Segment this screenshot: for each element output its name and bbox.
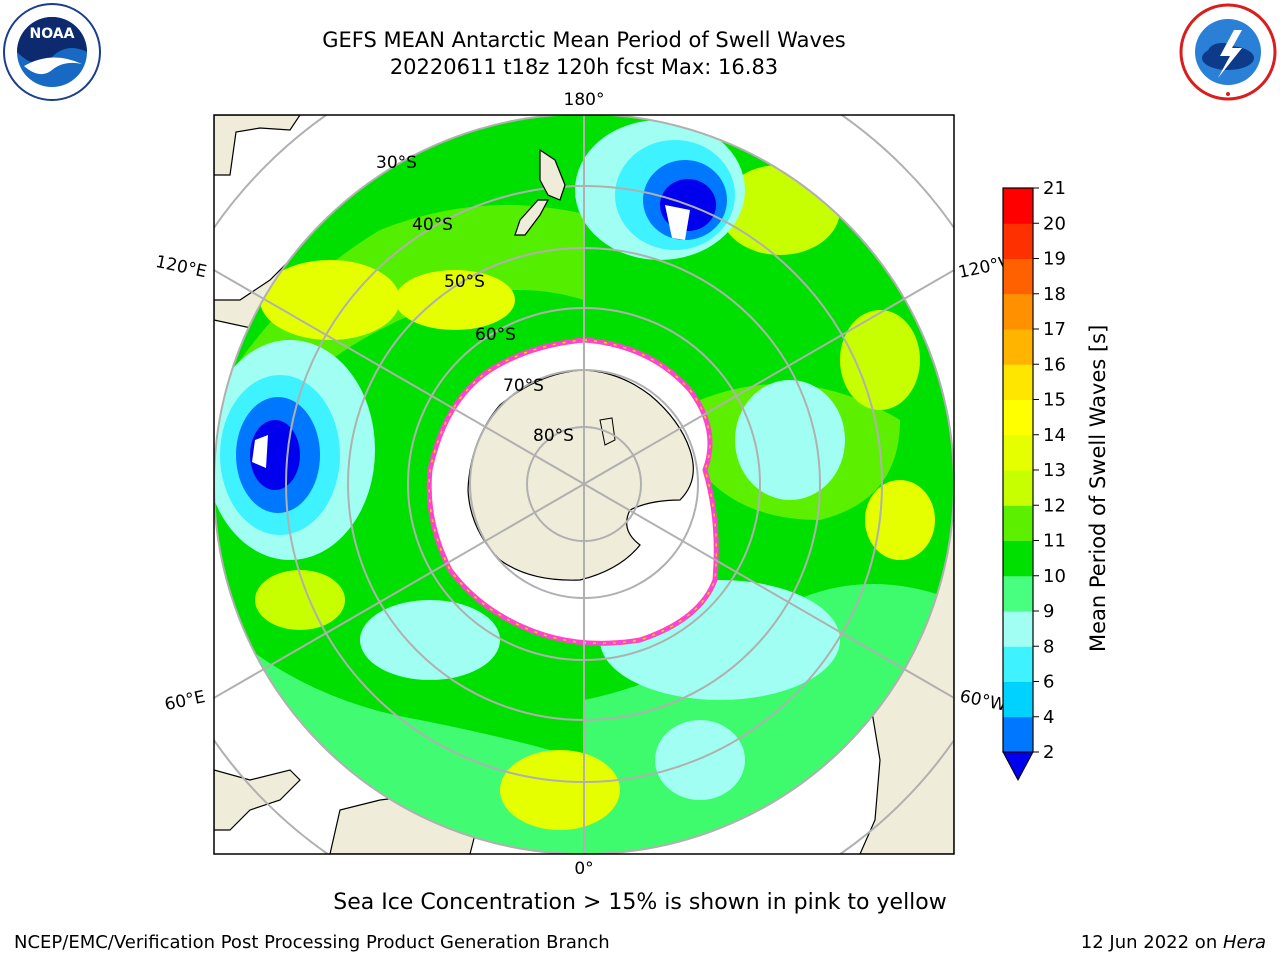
colorbar-block	[1003, 364, 1033, 400]
land-madagascar	[214, 769, 301, 831]
colorbar-block	[1003, 575, 1033, 612]
colorbar-block	[1003, 258, 1033, 295]
colorbar-tick-label: 16	[1043, 354, 1066, 375]
colorbar-tick-label: 19	[1043, 249, 1066, 270]
colorbar-tick-label: 20	[1043, 213, 1066, 234]
footer-date: 12 Jun 2022 on Hera	[1081, 932, 1266, 953]
colorbar-block	[1003, 188, 1033, 224]
colorbar-block	[1003, 223, 1033, 259]
colorbar-block	[1003, 505, 1033, 541]
lon-label-0: 0°	[574, 859, 593, 879]
footer-credit: NCEP/EMC/Verification Post Processing Pr…	[14, 932, 610, 953]
colorbar-under-arrow	[1002, 751, 1034, 782]
colorbar-tick-label: 10	[1043, 566, 1066, 587]
colorbar-tick-label: 9	[1043, 601, 1054, 622]
land-new-zealand	[539, 148, 566, 201]
colorbar-tick-label: 13	[1043, 460, 1066, 481]
colorbar-title: Mean Period of Swell Waves [s]	[1086, 324, 1110, 652]
colorbar-block	[1003, 681, 1033, 718]
colorbar-block	[1003, 611, 1033, 647]
map-title: GEFS MEAN Antarctic Mean Period of Swell…	[322, 28, 846, 52]
colorbar-block	[1003, 540, 1033, 577]
colorbar-tick-label: 12	[1043, 495, 1066, 516]
graticule	[214, 115, 954, 854]
colorbar-block	[1003, 470, 1033, 506]
colorbar-block	[1003, 716, 1033, 753]
footer-host: Hera	[1222, 932, 1266, 953]
colorbar-tick-label: 21	[1043, 180, 1066, 199]
colorbar-tick-labels: 2 4 6 8 9 10 11 12 13 14 15 16 17 18 19 20 21	[1033, 180, 1066, 763]
noaa-logo: NOAA	[3, 3, 101, 101]
colorbar-tick-label: 11	[1043, 531, 1066, 552]
colorbar-tick-label: 14	[1043, 425, 1066, 446]
colorbar-tick-label: 15	[1043, 390, 1066, 411]
latitude-labels: 30°S 40°S 50°S 60°S 70°S 80°S	[376, 153, 574, 446]
lat-label-40: 40°S	[412, 215, 453, 235]
lon-label-120e: 120°E	[154, 252, 209, 282]
colorbar-tick-label: 17	[1043, 319, 1066, 340]
colorbar-tick-label: 18	[1043, 284, 1066, 305]
colorbar-block	[1003, 646, 1033, 682]
colorbar-blocks	[1003, 188, 1033, 753]
lat-label-60: 60°S	[475, 325, 516, 345]
colorbar-block	[1003, 434, 1033, 471]
colorbar-block	[1003, 329, 1033, 365]
lon-label-60e: 60°E	[163, 687, 207, 715]
colorbar-tick-label: 2	[1043, 742, 1054, 763]
colorbar: 2 4 6 8 9 10 11 12 13 14 15 16 17 18 19 20 21	[1002, 180, 1066, 782]
colorbar-tick-label: 8	[1043, 636, 1054, 657]
lat-label-30: 30°S	[376, 153, 417, 173]
lat-label-70: 70°S	[503, 376, 544, 396]
lat-label-80: 80°S	[533, 426, 574, 446]
lon-label-180: 180°	[564, 90, 605, 110]
colorbar-block	[1003, 293, 1033, 330]
map-subtitle: 20220611 t18z 120h fcst Max: 16.83	[389, 55, 779, 79]
nws-logo	[1179, 3, 1277, 101]
lat-label-50: 50°S	[444, 272, 485, 292]
footer-date-text: 12 Jun 2022 on	[1080, 932, 1223, 953]
colorbar-tick-label: 6	[1043, 672, 1054, 693]
colorbar-tick-label: 4	[1043, 707, 1054, 728]
noaa-logo-text: NOAA	[30, 26, 75, 42]
sea-ice-caption: Sea Ice Concentration > 15% is shown in …	[333, 890, 947, 915]
map-frame	[213, 114, 955, 855]
colorbar-block	[1003, 399, 1033, 436]
land-australia-top	[214, 115, 301, 176]
